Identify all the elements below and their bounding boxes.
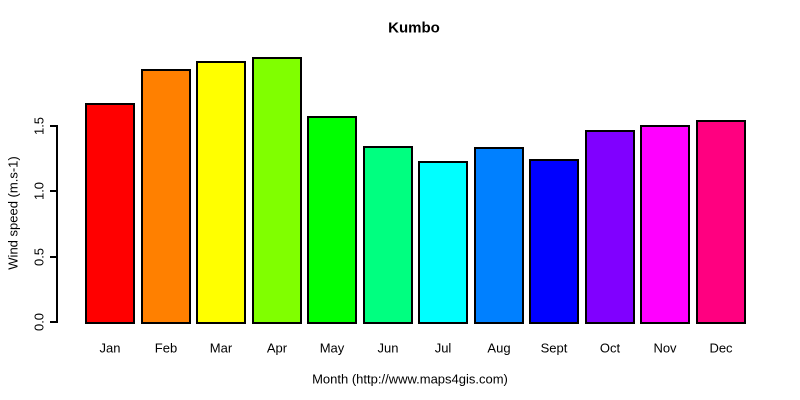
x-axis-label-apr: Apr	[266, 340, 288, 356]
x-axis-label-jul: Jul	[434, 340, 452, 356]
y-axis-tick	[50, 321, 57, 323]
y-axis-line	[56, 125, 58, 323]
bar-jun	[363, 146, 413, 324]
x-axis-label-dec: Dec	[709, 340, 733, 356]
bar-sept	[529, 159, 579, 324]
x-axis-label-jan: Jan	[99, 340, 121, 356]
y-axis-tick-label: 1.0	[31, 182, 47, 201]
x-axis-label-jun: Jun	[377, 340, 399, 356]
y-axis-tick	[50, 255, 57, 258]
bar-oct	[585, 130, 635, 324]
y-axis-tick-label: 0.0	[31, 312, 47, 332]
y-axis-tick	[50, 190, 57, 193]
y-axis-tick-label: 0.5	[31, 247, 47, 266]
bar-jan	[85, 103, 135, 324]
bar-nov	[640, 125, 690, 324]
x-axis-label-may: May	[319, 340, 345, 356]
bar-mar	[196, 61, 246, 324]
y-axis-tick-label: 1.5	[31, 116, 47, 135]
bar-feb	[141, 69, 191, 324]
y-axis-tick	[50, 124, 57, 127]
bar-may	[307, 116, 357, 324]
y-axis-title: Wind speed (m.s-1)	[5, 156, 21, 270]
x-axis-label-nov: Nov	[653, 340, 677, 356]
chart-title: Kumbo	[388, 19, 440, 37]
bar-dec	[696, 120, 746, 324]
x-axis-label-oct: Oct	[599, 340, 621, 356]
bar-jul	[418, 161, 468, 324]
x-axis-title: Month (http://www.maps4gis.com)	[312, 371, 508, 387]
bar-aug	[474, 147, 524, 324]
bar-apr	[252, 57, 302, 324]
x-axis-label-sept: Sept	[540, 340, 568, 356]
x-axis-label-feb: Feb	[154, 340, 178, 356]
x-axis-label-aug: Aug	[487, 340, 511, 356]
x-axis-label-mar: Mar	[209, 340, 233, 356]
